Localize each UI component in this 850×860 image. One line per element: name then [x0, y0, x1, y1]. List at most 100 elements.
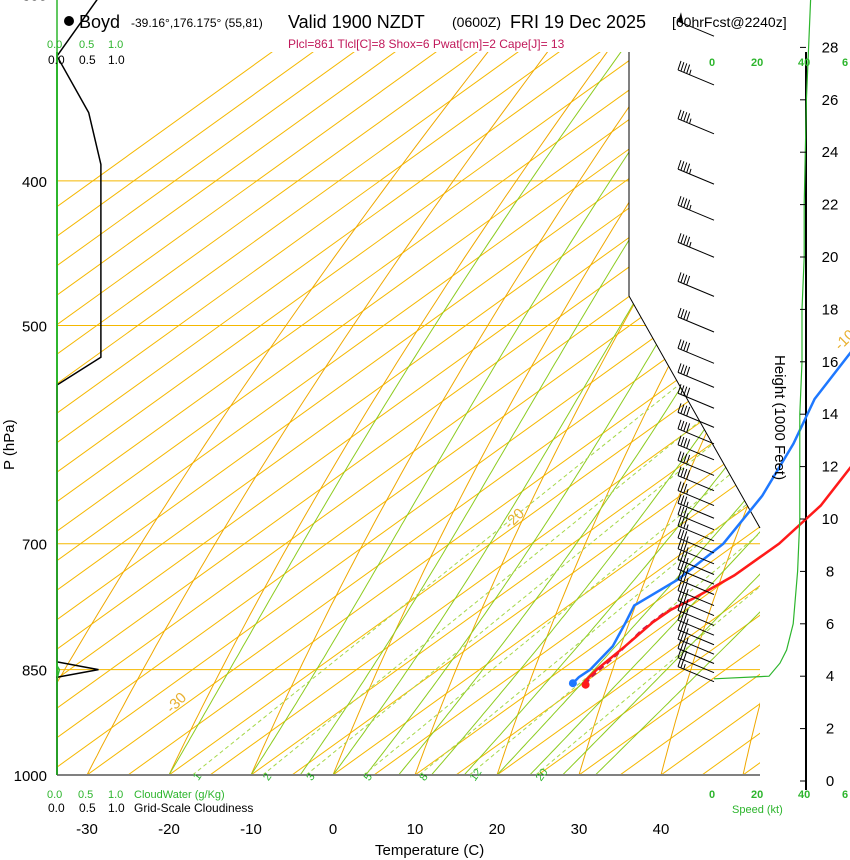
- cloud-top-tick: 1.0: [108, 39, 123, 51]
- pressure-tick-label: 400: [22, 174, 47, 191]
- speed-top-tick: 40: [798, 57, 810, 69]
- isotherm-line: [57, 52, 560, 414]
- mixing-ratio-label: 1: [191, 771, 204, 783]
- wind-barb: [677, 528, 715, 554]
- cloudwater-label: CloudWater (g/Kg): [134, 789, 225, 801]
- height-tick-label: 2: [826, 721, 834, 738]
- wind-barb: [677, 559, 715, 585]
- temperature-line: [583, 466, 850, 685]
- moist-adiabat: [497, 482, 760, 774]
- dry-adiabat: [742, 702, 760, 774]
- header: Boyd -39.16°,176.175° (55,81) Valid 1900…: [64, 12, 787, 51]
- wind-barb: [677, 363, 715, 388]
- mixing-ratio-label: 20: [534, 767, 551, 784]
- cloudiness-bottom-tick: 0.0: [48, 801, 65, 815]
- forecast-date: FRI 19 Dec 2025: [510, 12, 646, 32]
- isotherm-line: [251, 408, 760, 774]
- height-tick-label: 30: [822, 0, 839, 4]
- isotherm-line: [57, 113, 760, 621]
- speed-top-ticks: 0 20 40 6: [709, 57, 848, 69]
- isotherm-line: [57, 52, 519, 385]
- height-tick-label: 26: [822, 92, 839, 109]
- surface-dewpoint-marker: [568, 679, 577, 688]
- wind-barb: [677, 570, 715, 595]
- cloud-top-tick: 0.0: [47, 39, 62, 51]
- temperature-tick-label: -10: [240, 821, 262, 838]
- isotherm-line: [497, 585, 760, 774]
- cloud-water-line: [56, 0, 61, 775]
- wind-barb: [677, 60, 715, 86]
- wind-barb: [677, 233, 715, 258]
- wind-barb: [677, 109, 715, 135]
- dry-adiabat: [57, 52, 489, 684]
- isotherm-line: [57, 83, 760, 591]
- height-tick-label: 6: [826, 616, 834, 633]
- station-dot: [64, 16, 74, 26]
- cloud-top-tick: 0.5: [79, 39, 94, 51]
- isotherm-line: [333, 467, 760, 774]
- speed-top-tick: 6: [842, 57, 848, 69]
- moist-adiabat: [398, 257, 760, 774]
- dry-adiabat: [86, 52, 549, 774]
- wind-barb: [677, 307, 715, 333]
- isotherm-line: [415, 526, 760, 774]
- temperature-tick-label: 30: [571, 821, 588, 838]
- temperature-tick-label: -20: [158, 821, 180, 838]
- cloudiness-bottom-tick: 0.5: [79, 801, 96, 815]
- height-ticks: 02468101214161820222426283032: [800, 0, 838, 790]
- mixing-ratio-line: [306, 404, 760, 774]
- speed-bottom-ticks: 0 20 40 6 Speed (kt): [709, 789, 848, 816]
- isotherm-line: [57, 54, 760, 562]
- isotherm-line: [579, 644, 760, 774]
- mixing-ratio-label: 8: [417, 771, 430, 783]
- speed-top-tick: 20: [751, 57, 763, 69]
- height-axis-title: Height (1000 Feet): [771, 355, 788, 480]
- wind-barb: [677, 657, 715, 683]
- temperature-ticks: -30 -20 -10 0 10 20 30 40: [76, 821, 669, 838]
- height-tick-label: 24: [822, 144, 839, 161]
- mixing-ratio-line: [419, 492, 760, 774]
- wind-barb: [677, 403, 715, 428]
- wind-barb: [677, 516, 715, 542]
- mixing-ratio-label: 12: [468, 767, 485, 784]
- wind-barb: [677, 435, 715, 461]
- mixing-ratio-label: 3: [304, 771, 317, 783]
- dry-adiabat: [168, 52, 608, 774]
- temperature-tick-label: 10: [407, 821, 424, 838]
- speed-bottom-tick: 6: [842, 789, 848, 801]
- isotherm-line: [169, 349, 760, 774]
- x-axis-title: Temperature (C): [375, 842, 484, 859]
- temperature-tick-label: 0: [329, 821, 337, 838]
- temperature-tick-label: 20: [489, 821, 506, 838]
- wind-barbs: [677, 12, 715, 683]
- cloud-bottom-tick: 0.5: [78, 789, 93, 801]
- cloud-panel-top-ticks: 0.0 0.5 1.0 0.0 0.5 1.0: [47, 39, 125, 67]
- isotherm-line: [292, 437, 760, 774]
- height-tick-label: 10: [822, 511, 839, 528]
- height-tick-label: 16: [822, 354, 839, 371]
- utc-time: (0600Z): [452, 14, 501, 30]
- pressure-tick-label: 300: [22, 0, 47, 4]
- wind-barb: [677, 12, 715, 37]
- mixing-ratio-line: [263, 371, 760, 774]
- wind-barb: [677, 339, 715, 364]
- moist-adiabat: [530, 531, 760, 774]
- cloud-bottom-tick: 0.0: [47, 789, 62, 801]
- cloud-bottom-tick: 1.0: [108, 789, 123, 801]
- wind-barb: [677, 451, 715, 476]
- isotherm-line: [57, 231, 760, 739]
- mixing-ratio-labels: 1 2 3 5 8 12 20: [191, 767, 551, 784]
- sounding-profiles: [568, 351, 850, 689]
- wind-barb: [677, 505, 715, 531]
- wind-barb: [677, 196, 715, 221]
- height-tick-label: 4: [826, 668, 834, 685]
- wind-barb: [677, 384, 715, 409]
- isotherm-line: [57, 52, 683, 503]
- height-tick-label: 22: [822, 197, 839, 214]
- cloud-panel-bottom-ticks: 0.0 0.5 1.0 CloudWater (g/Kg) 0.0 0.5 1.…: [47, 789, 253, 815]
- temperature-tick-label: 40: [653, 821, 670, 838]
- dry-adiabat: [496, 195, 760, 774]
- height-tick-label: 0: [826, 773, 834, 790]
- isotherm-line: [538, 614, 760, 774]
- pressure-ticks: 2503004005007008501000: [14, 0, 47, 785]
